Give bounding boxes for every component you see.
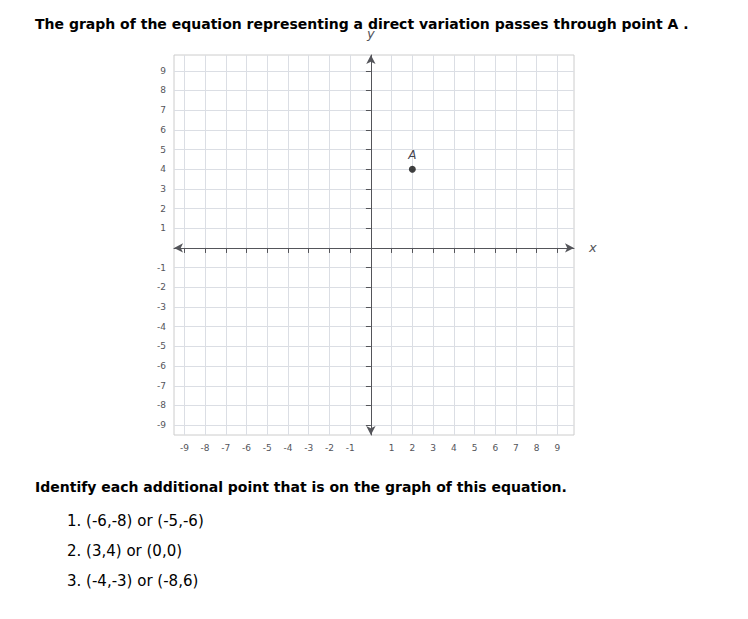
svg-text:Identify each additional point: Identify each additional point that is o… — [35, 479, 567, 495]
svg-text:5: 5 — [472, 443, 478, 453]
svg-text:The graph of the equation repr: The graph of the equation representing a… — [35, 16, 689, 32]
svg-text:1: 1 — [389, 443, 395, 453]
svg-text:x: x — [588, 240, 597, 255]
svg-text:-6: -6 — [242, 443, 251, 453]
svg-text:y: y — [367, 26, 375, 41]
svg-text:-4: -4 — [283, 443, 292, 453]
svg-text:2: 2 — [409, 443, 415, 453]
svg-text:-6: -6 — [157, 361, 166, 371]
svg-text:3: 3 — [430, 443, 436, 453]
svg-text:-1: -1 — [346, 443, 355, 453]
svg-text:9: 9 — [555, 443, 561, 453]
svg-text:-2: -2 — [157, 282, 166, 292]
svg-text:A: A — [407, 148, 416, 162]
svg-text:-9: -9 — [180, 443, 189, 453]
svg-text:-1: -1 — [157, 263, 166, 273]
svg-text:3. (-4,-3) or (-8,6): 3. (-4,-3) or (-8,6) — [67, 572, 198, 590]
svg-text:1: 1 — [160, 223, 166, 233]
svg-text:6: 6 — [492, 443, 498, 453]
svg-text:6: 6 — [160, 125, 166, 135]
svg-text:8: 8 — [160, 85, 166, 95]
svg-text:-7: -7 — [157, 381, 166, 391]
svg-text:8: 8 — [534, 443, 540, 453]
svg-text:9: 9 — [160, 66, 166, 76]
svg-text:4: 4 — [451, 443, 457, 453]
svg-text:-3: -3 — [304, 443, 313, 453]
svg-text:5: 5 — [160, 145, 166, 155]
svg-text:7: 7 — [513, 443, 519, 453]
svg-text:-5: -5 — [157, 341, 166, 351]
svg-text:-5: -5 — [263, 443, 272, 453]
svg-text:-8: -8 — [201, 443, 210, 453]
svg-text:-7: -7 — [221, 443, 230, 453]
svg-text:2. (3,4) or (0,0): 2. (3,4) or (0,0) — [67, 542, 182, 560]
svg-text:-4: -4 — [157, 322, 166, 332]
svg-text:-9: -9 — [157, 420, 166, 430]
svg-text:-3: -3 — [157, 302, 166, 312]
svg-text:4: 4 — [160, 164, 166, 174]
svg-text:-2: -2 — [325, 443, 334, 453]
svg-text:1. (-6,-8) or (-5,-6): 1. (-6,-8) or (-5,-6) — [67, 512, 204, 530]
svg-text:-8: -8 — [157, 400, 166, 410]
svg-text:2: 2 — [160, 204, 166, 214]
svg-text:3: 3 — [160, 184, 166, 194]
svg-text:7: 7 — [160, 105, 166, 115]
